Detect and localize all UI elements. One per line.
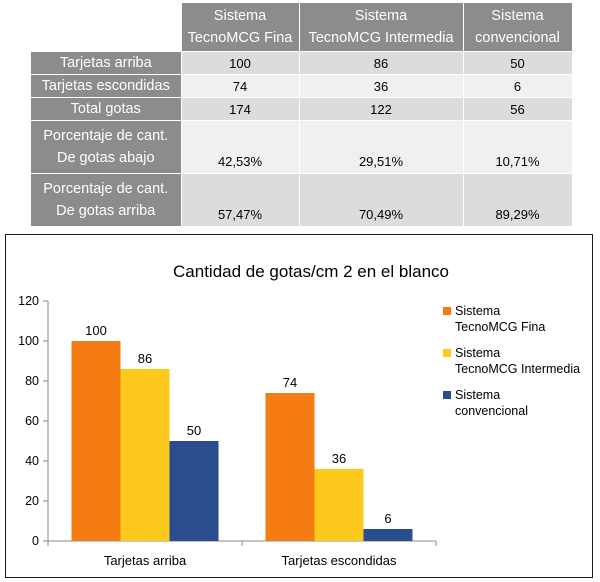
bar (314, 469, 364, 541)
table-corner (30, 2, 181, 52)
data-label: 100 (85, 323, 107, 338)
table-cell: 100 (180, 51, 300, 75)
y-tick-label: 40 (25, 454, 39, 468)
x-tick-label: Tarjetas arriba (104, 553, 187, 568)
table-row: Tarjetas escondidas 74 36 6 (30, 74, 573, 98)
table-row: Tarjetas arriba 100 86 50 (30, 51, 573, 75)
bar-chart: Cantidad de gotas/cm 2 en el blanco 0 20 40… (18, 262, 580, 568)
table-header-row: Sistema TecnoMCG Fina Sistema TecnoMCG I… (30, 2, 573, 52)
bar (265, 393, 315, 541)
data-label: 86 (138, 351, 152, 366)
bar (363, 529, 413, 541)
table-row: Porcentaje de cant. De gotas abajo 42,53… (30, 120, 573, 174)
table-cell: 10,71% (462, 120, 573, 174)
table-cell: 29,51% (298, 120, 464, 174)
chart-title: Cantidad de gotas/cm 2 en el blanco (173, 262, 449, 281)
table-cell: 89,29% (462, 173, 573, 227)
chart-frame: Cantidad de gotas/cm 2 en el blanco 0 20 40… (5, 234, 593, 578)
table-cell: 50 (462, 51, 573, 75)
table-cell: 56 (462, 97, 573, 121)
table-row-label: Total gotas (30, 97, 182, 121)
table-cell: 74 (180, 74, 300, 98)
table-cell: 70,49% (298, 173, 464, 227)
table-col-header: Sistema TecnoMCG Fina (180, 2, 300, 52)
y-tick-label: 80 (25, 374, 39, 388)
data-label: 6 (384, 511, 391, 526)
legend-swatch (443, 391, 451, 399)
table-cell: 57,47% (180, 173, 300, 227)
legend-label: Sistema convencional (455, 388, 528, 418)
table-row: Total gotas 174 122 56 (30, 97, 573, 121)
x-tick-label: Tarjetas escondidas (282, 553, 397, 568)
y-tick-label: 100 (18, 334, 39, 348)
table-row-label: Porcentaje de cant. De gotas abajo (30, 120, 182, 174)
y-tick-label: 60 (25, 414, 39, 428)
table-cell: 174 (180, 97, 300, 121)
legend-swatch (443, 349, 451, 357)
table-row: Porcentaje de cant. De gotas arriba 57,4… (30, 173, 573, 227)
bar (71, 341, 121, 541)
table-row-label: Tarjetas arriba (30, 51, 182, 75)
legend-swatch (443, 307, 451, 315)
data-label: 36 (332, 451, 346, 466)
table-col-header: Sistema TecnoMCG Intermedia (298, 2, 464, 52)
table-cell: 36 (298, 74, 464, 98)
data-label: 50 (187, 423, 201, 438)
table-cell: 122 (298, 97, 464, 121)
y-tick-label: 0 (32, 534, 39, 548)
data-label: 74 (283, 375, 297, 390)
table-col-header: Sistema convencional (462, 2, 573, 52)
y-tick-label: 120 (18, 294, 39, 308)
y-tick-label: 20 (25, 494, 39, 508)
legend-label: Sistema TecnoMCG Intermedia (455, 346, 580, 376)
bar (169, 441, 219, 541)
table-cell: 86 (298, 51, 464, 75)
bar (120, 369, 170, 541)
table-cell: 6 (462, 74, 573, 98)
legend-label: Sistema TecnoMCG Fina (455, 304, 545, 334)
table-row-label: Tarjetas escondidas (30, 74, 182, 98)
data-table: Sistema TecnoMCG Fina Sistema TecnoMCG I… (30, 2, 573, 227)
table-row-label: Porcentaje de cant. De gotas arriba (30, 173, 182, 227)
table-cell: 42,53% (180, 120, 300, 174)
